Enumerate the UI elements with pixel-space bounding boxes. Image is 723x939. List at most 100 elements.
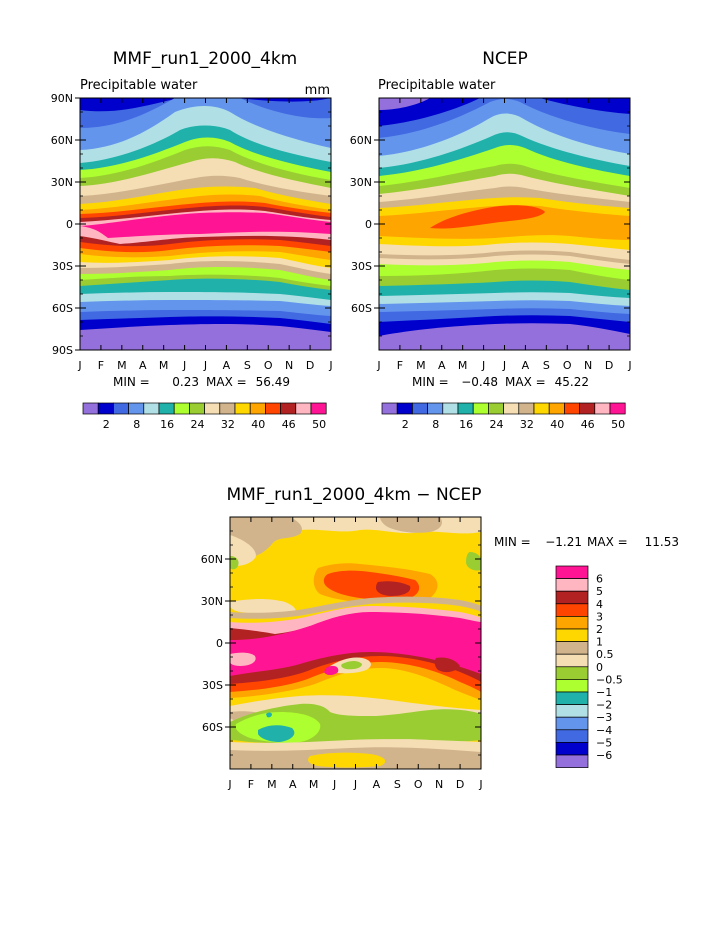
diff-colorbar-swatch xyxy=(555,628,589,642)
ncep-colorbar-swatch xyxy=(548,402,565,415)
ncep-minmax: MIN = −0.48 MAX = 45.22 xyxy=(412,375,589,389)
ncep-x-tick-label: N xyxy=(584,359,592,372)
mmf-colorbar-swatch xyxy=(113,402,129,415)
mmf-x-tick-label: J xyxy=(203,359,207,372)
ncep-colorbar-swatch xyxy=(396,402,413,415)
mmf-y-tick-label: 30S xyxy=(52,260,73,273)
diff-x-tick-label: J xyxy=(353,778,357,791)
diff-colorbar-swatch xyxy=(555,666,589,680)
diff-colorbar-label: −5 xyxy=(596,736,612,749)
mmf-colorbar-swatch xyxy=(249,402,266,415)
diff-y-tick-label: 30S xyxy=(202,679,223,692)
mmf-min-label: MIN = xyxy=(113,375,150,389)
diff-x-tick-label: J xyxy=(332,778,336,791)
mmf-x-tick-label: S xyxy=(244,359,251,372)
ncep-max-label: MAX = xyxy=(505,375,546,389)
mmf-colorbar-swatch xyxy=(158,402,175,415)
mmf-min-value: 0.23 xyxy=(172,375,199,389)
diff-colorbar-swatch xyxy=(555,729,589,743)
ncep-band-south-12 xyxy=(379,323,630,350)
ncep-colorbar-swatch xyxy=(457,402,474,415)
mmf-colorbar-swatch xyxy=(265,402,281,415)
diff-x-tick-label: A xyxy=(373,778,381,791)
diff-colorbar-label: −4 xyxy=(596,724,612,737)
diff-colorbar-swatch xyxy=(555,590,589,605)
diff-x-tick-label: J xyxy=(478,778,482,791)
ncep-x-tick-label: O xyxy=(563,359,572,372)
diff-colorbar-label: −0.5 xyxy=(596,673,623,686)
mmf-x-tick-label: N xyxy=(285,359,293,372)
mmf-x-tick-label: M xyxy=(159,359,169,372)
ncep-colorbar-swatch xyxy=(579,402,596,415)
mmf-title: MMF_run1_2000_4km xyxy=(113,49,297,69)
ncep-panel: NCEP Precipitable water xyxy=(350,49,632,431)
ncep-y-tick-label: 60S xyxy=(351,302,372,315)
mmf-x-tick-label: J xyxy=(77,359,81,372)
diff-colorbar-swatch xyxy=(555,742,589,756)
diff-patch-north-tan xyxy=(230,599,296,615)
diff-min-label: MIN = xyxy=(494,535,531,549)
mmf-colorbar-swatch xyxy=(82,402,99,415)
diff-colorbar-label: −6 xyxy=(596,749,612,762)
ncep-x-tick-label: M xyxy=(416,359,426,372)
diff-contour-field xyxy=(230,517,481,769)
mmf-colorbar: 2 8 16 24 32 40 46 50 xyxy=(82,402,327,431)
ncep-x-tick-label: F xyxy=(397,359,403,372)
ncep-colorbar-swatch xyxy=(412,402,428,415)
ncep-colorbar-swatch xyxy=(442,402,459,415)
diff-x-tick-label: F xyxy=(248,778,254,791)
ncep-min-value: −0.48 xyxy=(461,375,498,389)
diff-min-value: −1.21 xyxy=(545,535,582,549)
mmf-band-south-15 xyxy=(80,324,331,350)
ncep-title: NCEP xyxy=(482,49,528,69)
diff-y-tick-label: 0 xyxy=(216,637,223,650)
ncep-colorbar-swatch xyxy=(518,402,535,415)
ncep-x-tick-label: A xyxy=(438,359,446,372)
diff-colorbar-swatch xyxy=(555,754,589,768)
mmf-colorbar-label: 50 xyxy=(312,418,326,431)
ncep-x-tick-label: J xyxy=(502,359,506,372)
ncep-y-axis: 60N 30N 0 30S 60S xyxy=(350,111,630,337)
ncep-x-tick-label: M xyxy=(458,359,468,372)
ncep-contour-field xyxy=(379,98,630,350)
mmf-y-tick-label: 90N xyxy=(51,92,73,105)
diff-colorbar-label: −3 xyxy=(596,711,612,724)
diff-colorbar-swatch xyxy=(555,716,589,731)
mmf-colorbar-label: 46 xyxy=(282,418,296,431)
ncep-y-tick-label: 60N xyxy=(350,134,372,147)
mmf-max-label: MAX = xyxy=(206,375,247,389)
ncep-colorbar-swatch xyxy=(381,402,398,415)
diff-colorbar-swatch xyxy=(555,578,589,592)
diff-colorbar-label: −1 xyxy=(596,686,612,699)
mmf-y-tick-label: 30N xyxy=(51,176,73,189)
mmf-colorbar-swatch xyxy=(280,402,297,415)
ncep-colorbar-swatch xyxy=(594,402,611,415)
mmf-x-tick-label: J xyxy=(182,359,186,372)
diff-colorbar-swatch xyxy=(555,616,589,630)
diff-colorbar-label: 1 xyxy=(596,636,603,649)
ncep-colorbar-swatch xyxy=(609,402,626,415)
diff-colorbar-swatch xyxy=(555,641,589,655)
diff-y-tick-label: 60S xyxy=(202,721,223,734)
diff-x-tick-label: M xyxy=(309,778,319,791)
diff-max-label: MAX = xyxy=(587,535,628,549)
ncep-y-tick-label: 30N xyxy=(350,176,372,189)
mmf-colorbar-label: 16 xyxy=(160,418,174,431)
mmf-x-tick-label: A xyxy=(139,359,147,372)
mmf-colorbar-swatch xyxy=(234,402,251,415)
ncep-colorbar-label: 2 xyxy=(402,418,409,431)
diff-max-value: 11.53 xyxy=(645,535,679,549)
mmf-colorbar-label: 32 xyxy=(221,418,235,431)
diff-colorbar-label: 4 xyxy=(596,598,603,611)
ncep-colorbar-label: 16 xyxy=(459,418,473,431)
ncep-colorbar-label: 46 xyxy=(581,418,595,431)
ncep-y-tick-label: 30S xyxy=(351,260,372,273)
diff-x-tick-label: O xyxy=(414,778,423,791)
diff-colorbar-label: 3 xyxy=(596,610,603,623)
mmf-colorbar-swatch xyxy=(219,402,236,415)
ncep-colorbar-swatch xyxy=(427,402,444,415)
